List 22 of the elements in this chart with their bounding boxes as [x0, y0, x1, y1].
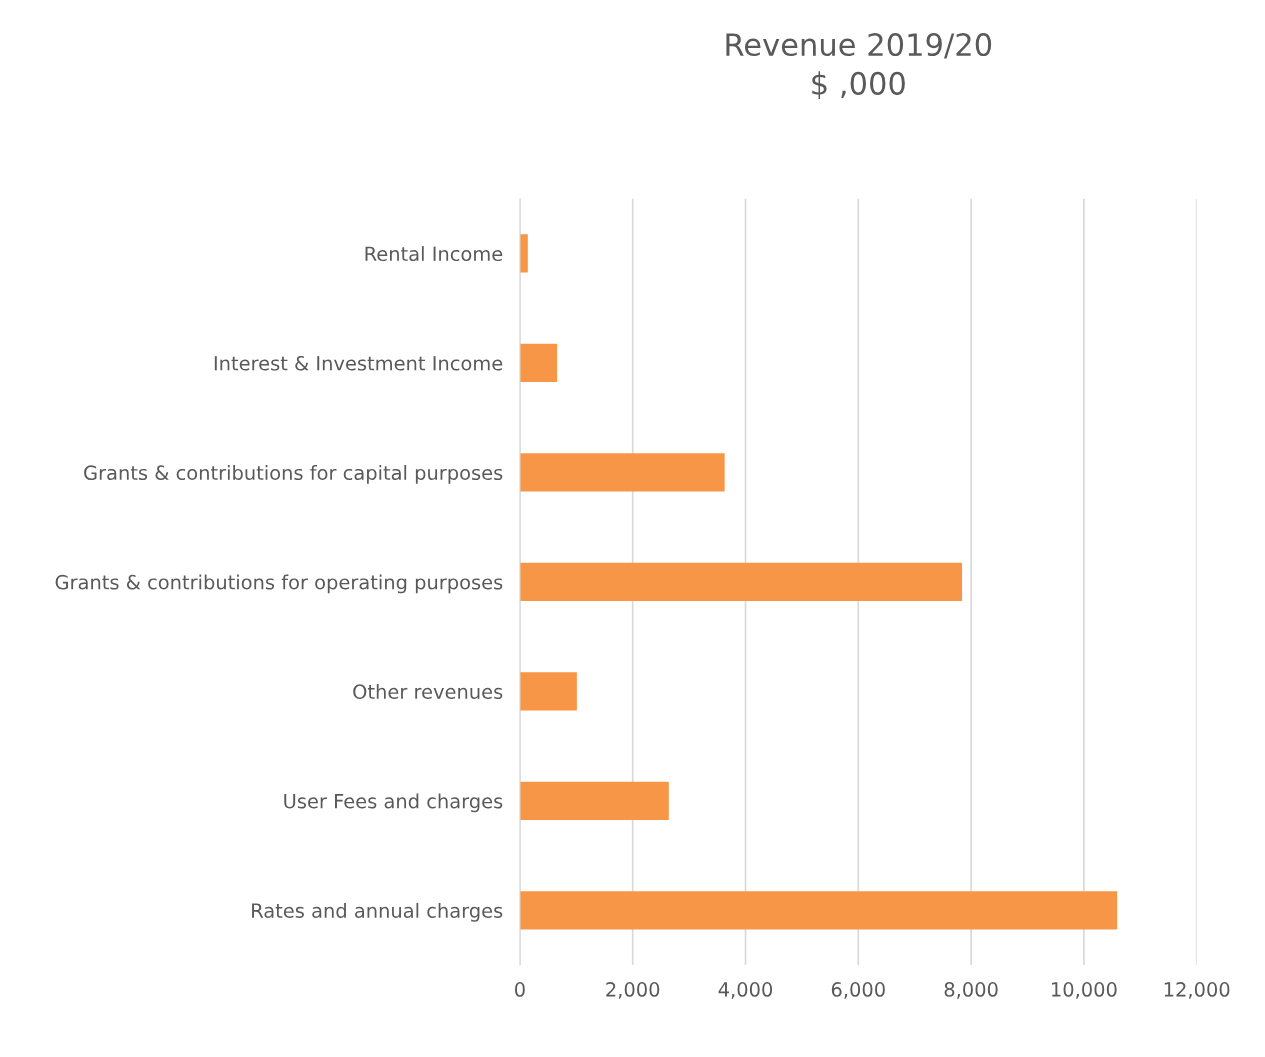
- bar: [519, 453, 725, 492]
- bar: [519, 891, 1118, 930]
- x-tick-label: 12,000: [1164, 982, 1230, 999]
- x-tick-label: 2,000: [606, 982, 660, 999]
- bar: [519, 234, 528, 273]
- y-tick-label: Rates and annual charges: [252, 902, 503, 922]
- y-tick-label: Grants & contributions for capital purposes: [84, 465, 503, 484]
- x-tick-label: 0: [515, 982, 525, 997]
- x-tick-label: 6,000: [831, 982, 885, 999]
- x-tick-label: 10,000: [1052, 982, 1117, 999]
- y-tick-label: Interest & Investment Income: [214, 355, 503, 371]
- x-tick-label: 8,000: [944, 982, 998, 999]
- y-tick-label: Other revenues: [353, 683, 503, 700]
- x-tick-label: 4,000: [718, 982, 773, 999]
- y-tick-label: Rental Income: [365, 246, 503, 262]
- bar: [519, 343, 558, 383]
- bar: [519, 562, 963, 602]
- y-tick-label: Grants & contributions for operating purposes: [55, 574, 503, 594]
- y-tick-label: User Fees and charges: [284, 793, 503, 813]
- chart-title: Revenue 2019/20 $ ,000: [726, 33, 992, 100]
- bar: [519, 672, 577, 711]
- bar: [519, 781, 669, 820]
